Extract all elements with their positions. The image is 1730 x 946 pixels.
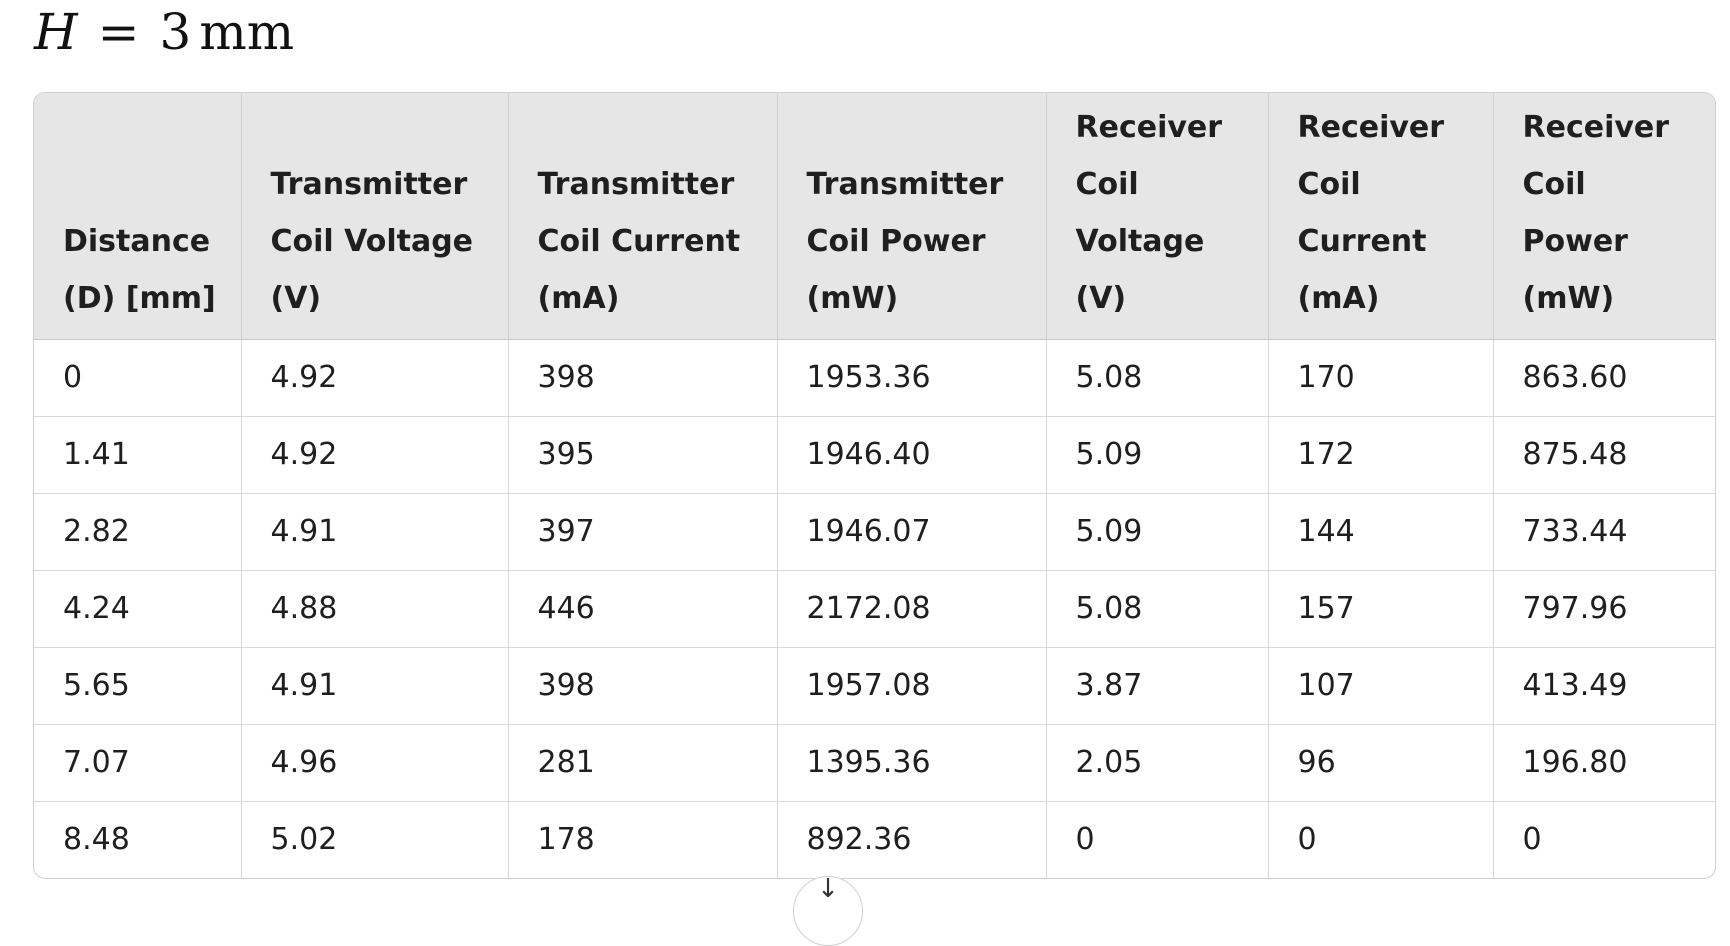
cell-rx-voltage: 0 (1046, 801, 1269, 878)
cell-distance: 8.48 (34, 801, 242, 878)
cell-rx-voltage: 5.08 (1046, 339, 1269, 417)
table-row: 8.48 5.02 178 892.36 0 0 0 (34, 801, 1715, 878)
header-line: Transmitter (270, 166, 468, 202)
cell-rx-current: 0 (1268, 801, 1494, 878)
cell-tx-voltage: 4.88 (241, 570, 509, 648)
header-line: (mA) (537, 280, 620, 316)
header-distance: Distance (D) [mm] (34, 93, 242, 340)
cell-rx-power: 0 (1522, 822, 1542, 858)
equation-variable: H (34, 3, 78, 61)
header-line: Receiver (1075, 109, 1223, 145)
header-receiver-current: Receiver Coil Current (mA) (1268, 93, 1494, 340)
header-line: Transmitter (806, 166, 1004, 202)
cell-distance: 7.07 (34, 724, 242, 802)
cell-tx-power: 1946.07 (777, 493, 1047, 571)
cell-tx-current: 281 (508, 724, 778, 802)
table-header-row: Distance (D) [mm] Transmitter Coil Volta… (34, 93, 1715, 340)
cell-rx-voltage: 5.08 (1046, 570, 1269, 648)
cell-rx-current: 172 (1268, 416, 1494, 494)
header-line: (D) [mm] (63, 280, 216, 316)
cell-tx-voltage: 4.96 (241, 724, 509, 802)
arrow-down-icon: ↓ (817, 874, 839, 904)
cell-rx-current: 144 (1268, 493, 1494, 571)
cell-rx-power: 196.80 (1493, 724, 1715, 802)
cell-tx-current: 395 (508, 416, 778, 494)
cell-rx-voltage: 5.09 (1046, 416, 1269, 494)
cell-rx-power: 875.48 (1493, 416, 1715, 494)
header-line: Coil Voltage (270, 223, 474, 259)
cell-tx-current: 178 (508, 801, 778, 878)
cell-tx-voltage: 4.92 (241, 416, 509, 494)
cell-tx-voltage: 4.91 (241, 647, 509, 725)
cell-rx-current: 107 (1268, 647, 1494, 725)
header-line: Receiver (1522, 109, 1670, 145)
equation-equals: = (97, 3, 140, 61)
equation-heading: H = 3 mm (34, 0, 294, 64)
header-receiver-voltage: Receiver Coil Voltage (V) (1046, 93, 1269, 340)
cell-tx-current: 446 (508, 570, 778, 648)
data-table-container: Distance (D) [mm] Transmitter Coil Volta… (33, 92, 1716, 879)
measurement-table: Distance (D) [mm] Transmitter Coil Volta… (34, 93, 1715, 878)
table-row: 1.41 4.92 395 1946.40 5.09 172 875.48 (34, 416, 1715, 494)
header-transmitter-power: Transmitter Coil Power (mW) (777, 93, 1047, 340)
table-row: 4.24 4.88 446 2172.08 5.08 157 797.96 (34, 570, 1715, 648)
cell-tx-power: 1395.36 (777, 724, 1047, 802)
header-line: Coil Current (537, 223, 741, 259)
cell-rx-current: 157 (1268, 570, 1494, 648)
header-transmitter-voltage: Transmitter Coil Voltage (V) (241, 93, 509, 340)
header-line: Coil Power (1522, 166, 1628, 259)
header-line: Coil Power (806, 223, 986, 259)
cell-distance: 1.41 (34, 416, 242, 494)
equation-unit: mm (199, 3, 295, 61)
cell-tx-voltage: 4.91 (241, 493, 509, 571)
cell-rx-voltage: 3.87 (1046, 647, 1269, 725)
cell-tx-current: 398 (508, 339, 778, 417)
header-line: Transmitter (537, 166, 735, 202)
header-transmitter-current: Transmitter Coil Current (mA) (508, 93, 778, 340)
header-line: Voltage (1075, 223, 1205, 259)
header-line: (V) (270, 280, 322, 316)
cell-tx-power: 1946.40 (777, 416, 1047, 494)
cell-tx-voltage: 5.02 (241, 801, 509, 878)
scroll-down-button[interactable]: ↓ (793, 876, 863, 946)
header-receiver-power: Receiver Coil Power (mW) (1493, 93, 1715, 340)
cell-rx-power: 863.60 (1493, 339, 1715, 417)
table-row: 0 4.92 398 1953.36 5.08 170 863.60 (34, 339, 1715, 417)
cell-rx-voltage: 5.09 (1046, 493, 1269, 571)
table-row: 7.07 4.96 281 1395.36 2.05 96 196.80 (34, 724, 1715, 802)
cell-distance: 0 (34, 339, 242, 417)
header-line: Current (1297, 223, 1427, 259)
cell-rx-power: 797.96 (1493, 570, 1715, 648)
header-line: Receiver (1297, 109, 1445, 145)
cell-rx-voltage: 2.05 (1046, 724, 1269, 802)
cell-tx-power: 1953.36 (777, 339, 1047, 417)
cell-rx-current: 170 (1268, 339, 1494, 417)
cell-tx-power: 1957.08 (777, 647, 1047, 725)
header-line: (mW) (806, 280, 899, 316)
header-line: (V) (1075, 280, 1127, 316)
table-row: 2.82 4.91 397 1946.07 5.09 144 733.44 (34, 493, 1715, 571)
table-row: 5.65 4.91 398 1957.08 3.87 107 413.49 (34, 647, 1715, 725)
header-line: (mW) (1522, 280, 1615, 316)
header-line: (mA) (1297, 280, 1380, 316)
cell-tx-current: 398 (508, 647, 778, 725)
header-line: Coil (1075, 166, 1139, 202)
cell-tx-voltage: 4.92 (241, 339, 509, 417)
cell-tx-current: 397 (508, 493, 778, 571)
cell-rx-power: 733.44 (1493, 493, 1715, 571)
cell-tx-power: 892.36 (777, 801, 1047, 878)
cell-distance: 2.82 (34, 493, 242, 571)
cell-distance: 5.65 (34, 647, 242, 725)
cell-tx-power: 2172.08 (777, 570, 1047, 648)
equation-value: 3 (159, 3, 192, 61)
header-line: Distance (63, 223, 211, 259)
cell-rx-power: 413.49 (1493, 647, 1715, 725)
header-line: Coil (1297, 166, 1361, 202)
cell-rx-current: 96 (1268, 724, 1494, 802)
cell-distance: 4.24 (34, 570, 242, 648)
